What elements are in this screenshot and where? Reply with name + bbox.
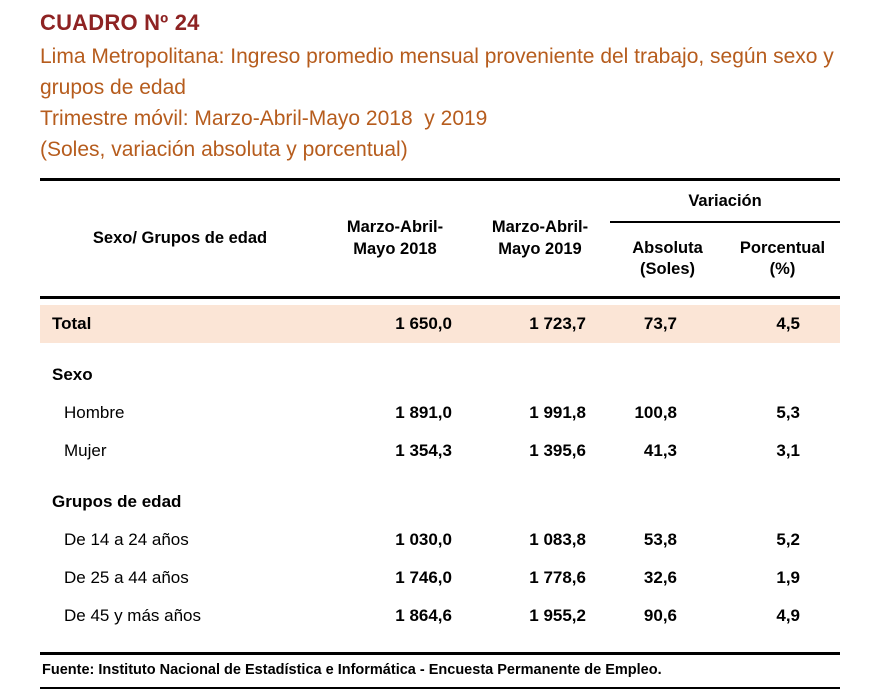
header-line: Mayo 2019 [498, 239, 582, 258]
value-absoluta: 32,6 [643, 568, 677, 588]
row-label: De 25 a 44 años [64, 568, 189, 588]
header-line: Mayo 2018 [353, 239, 437, 258]
value-2018: 1 650,0 [320, 305, 470, 344]
header-line: (%) [769, 260, 796, 279]
column-header-2018: Marzo-Abril- Mayo 2018 [320, 179, 470, 299]
row-section-sexo: Sexo [40, 343, 840, 394]
value-2018: 1 746,0 [395, 568, 452, 588]
value-2019: 1 723,7 [470, 305, 610, 344]
row-label: De 45 y más años [64, 606, 202, 626]
value-2018: 1 864,6 [395, 606, 452, 626]
section-label: Sexo [52, 365, 93, 385]
header-line: Marzo-Abril- [491, 218, 589, 237]
value-2019: 1 083,8 [529, 530, 586, 550]
row-45-mas: De 45 y más años 1 864,6 1 955,2 90,6 4,… [40, 597, 840, 654]
value-porcentual: 4,5 [725, 305, 840, 344]
column-header-group: Sexo/ Grupos de edad [40, 179, 320, 299]
row-section-grupos-edad: Grupos de edad [40, 470, 840, 521]
table-subtitle-line-1: Lima Metropolitana: Ingreso promedio men… [40, 45, 840, 99]
row-hombre: Hombre 1 891,0 1 991,8 100,8 5,3 [40, 394, 840, 432]
row-14-24: De 14 a 24 años 1 030,0 1 083,8 53,8 5,2 [40, 521, 840, 559]
column-header-variacion: Variación [610, 179, 840, 223]
value-2018: 1 354,3 [395, 441, 452, 461]
table-header: Sexo/ Grupos de edad Marzo-Abril- Mayo 2… [40, 179, 840, 299]
value-absoluta: 100,8 [634, 403, 677, 423]
value-absoluta: 53,8 [643, 530, 677, 550]
row-25-44: De 25 a 44 años 1 746,0 1 778,6 32,6 1,9 [40, 559, 840, 597]
column-header-absoluta: Absoluta (Soles) [610, 221, 725, 299]
row-label: De 14 a 24 años [64, 530, 189, 550]
source-note: Fuente: Instituto Nacional de Estadístic… [40, 662, 840, 689]
header-line: (Soles) [639, 260, 695, 279]
value-porcentual: 1,9 [776, 568, 800, 588]
row-mujer: Mujer 1 354,3 1 395,6 41,3 3,1 [40, 432, 840, 470]
header-row-1: Sexo/ Grupos de edad Marzo-Abril- Mayo 2… [40, 179, 840, 299]
header-line: Porcentual [739, 238, 826, 257]
value-absoluta: 41,3 [643, 441, 677, 461]
value-porcentual: 5,3 [776, 403, 800, 423]
column-header-porcentual: Porcentual (%) [725, 221, 840, 299]
section-label: Grupos de edad [52, 492, 182, 512]
table-subtitle-line-3: (Soles, variación absoluta y porcentual) [40, 137, 408, 161]
value-2019: 1 991,8 [529, 403, 586, 423]
row-total: Total 1 650,0 1 723,7 73,7 4,5 [40, 305, 840, 344]
row-label: Total [40, 305, 320, 344]
table-body: Total 1 650,0 1 723,7 73,7 4,5 Sexo Homb… [40, 297, 840, 654]
header-row-2: Absoluta (Soles) Porcentual (%) [40, 221, 840, 299]
value-2019: 1 955,2 [529, 606, 586, 626]
row-label: Mujer [64, 441, 107, 461]
value-2018: 1 891,0 [395, 403, 452, 423]
value-2018: 1 030,0 [395, 530, 452, 550]
header-line: Marzo-Abril- [346, 218, 444, 237]
table-subtitle-line-2: Trimestre móvil: Marzo-Abril-Mayo 2018 y… [40, 106, 488, 130]
row-label: Hombre [64, 403, 125, 423]
value-absoluta: 90,6 [643, 606, 677, 626]
value-porcentual: 5,2 [776, 530, 800, 550]
header-line: Absoluta [632, 238, 703, 257]
income-table: Sexo/ Grupos de edad Marzo-Abril- Mayo 2… [40, 178, 840, 656]
value-2019: 1 395,6 [529, 441, 586, 461]
value-porcentual: 3,1 [776, 441, 800, 461]
value-2019: 1 778,6 [529, 568, 586, 588]
column-header-2019: Marzo-Abril- Mayo 2019 [470, 179, 610, 299]
value-porcentual: 4,9 [776, 606, 800, 626]
value-absoluta: 73,7 [610, 305, 725, 344]
spacer-row [40, 297, 840, 306]
page-title: CUADRO Nº 24 [40, 10, 200, 35]
